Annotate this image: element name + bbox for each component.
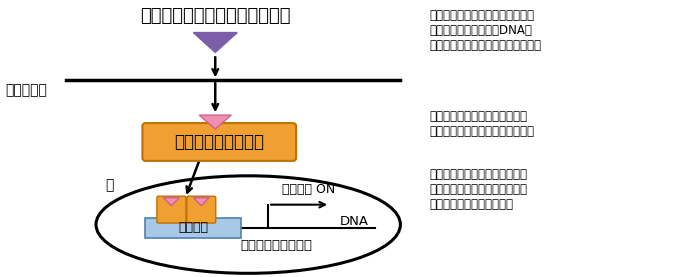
Text: 特定の遣伝子の制御: 特定の遣伝子の制御 bbox=[240, 240, 312, 253]
Text: 結合配列: 結合配列 bbox=[178, 221, 209, 234]
Text: 男性ホルモンであるアンドロゲン
の受容体は細胞の核でDNAに
結合し遣伝子スイッチとして働く。: 男性ホルモンであるアンドロゲン の受容体は細胞の核でDNAに 結合し遣伝子スイッ… bbox=[430, 9, 542, 52]
Text: 核: 核 bbox=[106, 178, 114, 192]
Polygon shape bbox=[163, 198, 179, 206]
Polygon shape bbox=[200, 115, 231, 129]
Text: がんに治療が効かなくなる際に
アンドロゲン受容体および標的
遣伝子の働きが鍵を握る。: がんに治療が効かなくなる際に アンドロゲン受容体および標的 遣伝子の働きが鍵を握… bbox=[430, 168, 528, 211]
FancyBboxPatch shape bbox=[143, 123, 296, 161]
Bar bbox=[145, 218, 241, 237]
Polygon shape bbox=[193, 198, 209, 206]
Polygon shape bbox=[193, 32, 237, 52]
Text: スイッチ ON: スイッチ ON bbox=[282, 183, 335, 196]
Text: アンドロゲン受容体: アンドロゲン受容体 bbox=[174, 133, 264, 151]
Text: がん細胞内: がん細胞内 bbox=[5, 83, 47, 97]
FancyBboxPatch shape bbox=[187, 196, 216, 223]
FancyBboxPatch shape bbox=[157, 196, 186, 223]
Text: DNA: DNA bbox=[340, 215, 369, 228]
Text: 男性ホルモン（アンドロゲン）: 男性ホルモン（アンドロゲン） bbox=[140, 7, 290, 25]
Text: 男性ホルモンの指令により特定
の遣伝子群を核内で活性化する。: 男性ホルモンの指令により特定 の遣伝子群を核内で活性化する。 bbox=[430, 110, 535, 138]
